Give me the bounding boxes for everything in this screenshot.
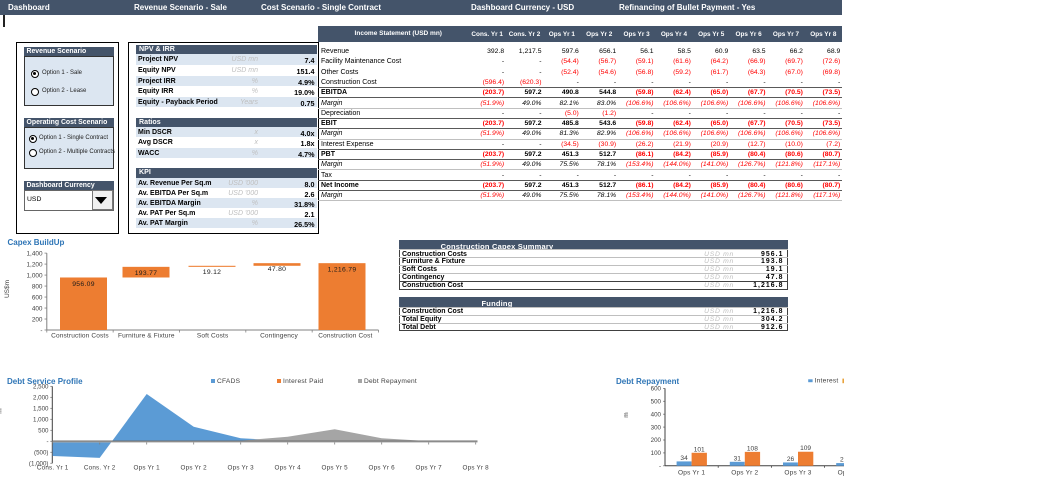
svg-text:500: 500 xyxy=(38,428,49,435)
svg-text:1,000: 1,000 xyxy=(27,272,43,279)
svg-text:1,216.79: 1,216.79 xyxy=(328,266,357,273)
svg-text:34: 34 xyxy=(680,455,688,462)
svg-text:CFADS: CFADS xyxy=(217,378,241,385)
svg-text:Cons. Yr 1: Cons. Yr 1 xyxy=(37,465,69,472)
svg-text:Ops Yr 3: Ops Yr 3 xyxy=(228,465,255,472)
svg-text:Construction Cost: Construction Cost xyxy=(318,332,372,339)
svg-text:Cons. Yr 2: Cons. Yr 2 xyxy=(84,465,116,472)
svg-text:Ops Yr 5: Ops Yr 5 xyxy=(322,465,349,472)
svg-text:Ops Yr 6: Ops Yr 6 xyxy=(369,465,396,472)
svg-text:Ops Yr 1: Ops Yr 1 xyxy=(678,469,705,476)
svg-text:101: 101 xyxy=(694,446,705,453)
svg-text:47.80: 47.80 xyxy=(268,266,287,273)
svg-text:Ops Yr 8: Ops Yr 8 xyxy=(463,465,490,472)
svg-text:109: 109 xyxy=(800,445,811,452)
svg-text:Debt Repayment: Debt Repayment xyxy=(364,378,417,385)
svg-text:m: m xyxy=(0,408,4,413)
svg-text:100: 100 xyxy=(651,450,662,457)
svg-text:200: 200 xyxy=(32,316,43,323)
svg-text:200: 200 xyxy=(651,437,662,444)
svg-text:Ops Yr 4: Ops Yr 4 xyxy=(838,469,844,476)
svg-text:-: - xyxy=(659,463,661,470)
svg-text:US$m: US$m xyxy=(4,280,11,298)
svg-text:2,000: 2,000 xyxy=(33,395,49,402)
svg-text:300: 300 xyxy=(651,424,662,431)
svg-text:Ops Yr 1: Ops Yr 1 xyxy=(134,465,161,472)
svg-text:Ops Yr 4: Ops Yr 4 xyxy=(275,465,302,472)
svg-text:(500): (500) xyxy=(34,449,48,456)
svg-text:Ops Yr 7: Ops Yr 7 xyxy=(416,465,443,472)
svg-text:1,400: 1,400 xyxy=(27,250,43,257)
svg-text:-: - xyxy=(40,327,42,334)
svg-text:193.77: 193.77 xyxy=(135,270,158,277)
svg-text:Contingency: Contingency xyxy=(260,332,298,339)
svg-text:(1,000): (1,000) xyxy=(29,460,49,467)
svg-text:400: 400 xyxy=(32,305,43,312)
svg-text:Construction Costs: Construction Costs xyxy=(51,332,109,339)
svg-text:19.12: 19.12 xyxy=(203,269,222,276)
svg-text:Soft Costs: Soft Costs xyxy=(197,332,229,339)
svg-text:Ops Yr 2: Ops Yr 2 xyxy=(731,469,758,476)
svg-text:108: 108 xyxy=(747,445,758,452)
svg-text:Ops Yr 2: Ops Yr 2 xyxy=(181,465,208,472)
svg-text:1,000: 1,000 xyxy=(33,417,49,424)
svg-text:800: 800 xyxy=(32,283,43,290)
svg-text:1,500: 1,500 xyxy=(33,406,49,413)
svg-text:600: 600 xyxy=(32,294,43,301)
svg-text:-: - xyxy=(46,439,48,446)
svg-text:Interest: Interest xyxy=(815,378,839,385)
svg-text:2,500: 2,500 xyxy=(33,384,49,391)
svg-text:956.09: 956.09 xyxy=(72,281,95,288)
svg-text:21: 21 xyxy=(840,457,844,464)
svg-text:31: 31 xyxy=(734,455,742,462)
svg-text:m: m xyxy=(623,412,630,417)
svg-text:Interest Paid: Interest Paid xyxy=(283,378,323,385)
svg-text:500: 500 xyxy=(651,399,662,406)
svg-text:Furniture & Fixture: Furniture & Fixture xyxy=(118,332,175,339)
svg-text:1,200: 1,200 xyxy=(27,261,43,268)
svg-text:26: 26 xyxy=(787,456,795,463)
svg-text:Ops Yr 3: Ops Yr 3 xyxy=(784,469,811,476)
svg-text:600: 600 xyxy=(651,386,662,393)
svg-text:400: 400 xyxy=(651,411,662,418)
